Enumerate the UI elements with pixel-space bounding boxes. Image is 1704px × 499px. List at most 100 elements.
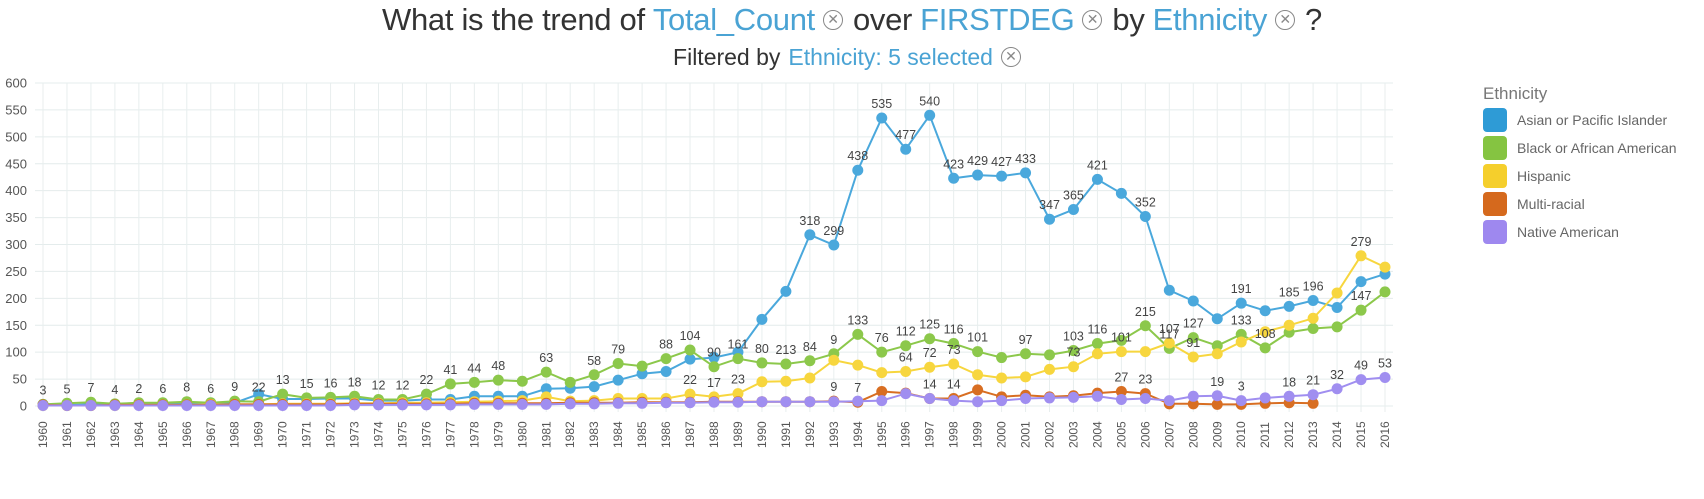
data-label-black-or-african-american: 22: [252, 381, 266, 395]
x-tick-label: 1975: [395, 421, 409, 448]
remove-measure-icon[interactable]: ✕: [822, 9, 843, 30]
group-chip[interactable]: Ethnicity: [1152, 2, 1268, 37]
x-tick-label: 1987: [683, 421, 697, 448]
data-label-hispanic: 91: [1186, 336, 1200, 350]
data-point-asian-or-pacific-islander: [900, 143, 912, 155]
data-point-hispanic: [852, 359, 864, 371]
data-point-native-american: [1020, 392, 1032, 404]
remove-dimension-icon[interactable]: ✕: [1082, 9, 1103, 30]
data-label-black-or-african-american: 116: [1087, 323, 1107, 337]
data-label-multi-racial: 7: [854, 381, 861, 395]
x-tick-label: 1963: [108, 421, 122, 448]
data-point-native-american: [1044, 392, 1055, 404]
data-point-hispanic: [1163, 337, 1175, 349]
data-label-black-or-african-american: 80: [755, 342, 769, 356]
data-point-native-american: [660, 397, 672, 409]
chart-grid: [35, 82, 1393, 412]
x-tick-label: 1995: [875, 421, 889, 448]
data-point-asian-or-pacific-islander: [972, 169, 984, 181]
data-point-native-american: [516, 398, 528, 410]
data-point-hispanic: [948, 358, 960, 370]
data-point-black-or-african-american: [444, 378, 456, 390]
legend-item[interactable]: Asian or Pacific Islander: [1483, 106, 1703, 134]
data-point-asian-or-pacific-islander: [1067, 204, 1079, 216]
x-tick-label: 1973: [348, 421, 362, 448]
data-point-asian-or-pacific-islander: [1163, 284, 1175, 296]
data-point-asian-or-pacific-islander: [612, 374, 624, 386]
data-point-hispanic: [1307, 312, 1319, 324]
data-point-black-or-african-american: [588, 369, 600, 381]
data-point-native-american: [1259, 392, 1271, 404]
data-point-native-american: [301, 399, 313, 411]
legend-item[interactable]: Native American: [1483, 218, 1703, 246]
data-point-native-american: [1355, 374, 1367, 386]
legend-item[interactable]: Multi-racial: [1483, 190, 1703, 218]
data-point-black-or-african-american: [1211, 340, 1223, 352]
data-point-hispanic: [924, 361, 936, 373]
data-point-native-american: [612, 397, 624, 409]
data-point-black-or-african-american: [420, 388, 432, 400]
data-point-hispanic: [732, 388, 744, 400]
data-label-asian-or-pacific-islander: 535: [871, 97, 892, 111]
legend-item[interactable]: Black or African American: [1483, 134, 1703, 162]
data-point-native-american: [85, 399, 97, 411]
data-label-hispanic: 73: [947, 343, 961, 357]
x-tick-label: 1992: [803, 421, 817, 448]
data-label-asian-or-pacific-islander: 438: [847, 149, 868, 163]
legend-label: Asian or Pacific Islander: [1517, 112, 1668, 128]
remove-filter-icon[interactable]: ✕: [1000, 46, 1021, 67]
data-label-black-or-african-american: 147: [1351, 289, 1372, 303]
data-label-hispanic: 72: [923, 346, 937, 360]
data-point-native-american: [876, 395, 888, 407]
legend-item[interactable]: Hispanic: [1483, 162, 1703, 190]
data-point-asian-or-pacific-islander: [948, 172, 960, 184]
data-label-black-or-african-american: 104: [680, 329, 701, 343]
data-label-asian-or-pacific-islander: 318: [799, 214, 820, 228]
data-point-native-american: [708, 396, 720, 408]
x-tick-label: 2003: [1066, 421, 1080, 448]
data-point-black-or-african-american: [852, 328, 864, 340]
x-tick-label: 2006: [1138, 421, 1152, 448]
legend-swatch: [1483, 192, 1507, 216]
data-point-black-or-african-american: [1067, 345, 1079, 357]
x-tick-label: 1962: [84, 421, 98, 448]
data-label-black-or-african-american: 15: [300, 377, 314, 391]
data-point-hispanic: [972, 369, 984, 381]
legend-swatch: [1483, 136, 1507, 160]
x-tick-label: 1983: [587, 421, 601, 448]
y-tick-label: 50: [13, 372, 27, 387]
data-point-multi-racial: [1187, 398, 1199, 410]
remove-group-icon[interactable]: ✕: [1275, 9, 1296, 30]
data-point-asian-or-pacific-islander: [756, 313, 768, 325]
data-point-black-or-african-american: [1331, 321, 1343, 333]
x-tick-label: 2009: [1210, 421, 1224, 448]
data-label-hispanic: 23: [731, 373, 745, 387]
data-point-native-american: [1379, 371, 1391, 383]
data-label-hispanic: 107: [1159, 322, 1180, 336]
data-point-native-american: [1307, 389, 1319, 401]
data-point-hispanic: [1187, 351, 1199, 363]
data-point-black-or-african-american: [492, 374, 504, 386]
data-point-native-american: [996, 395, 1008, 407]
data-point-asian-or-pacific-islander: [1020, 167, 1032, 179]
data-point-native-american: [205, 399, 217, 411]
measure-chip[interactable]: Total_Count: [652, 2, 815, 37]
legend-swatch: [1483, 108, 1507, 132]
title-by: by: [1112, 2, 1145, 37]
data-label-black-or-african-american: 18: [348, 375, 362, 389]
x-tick-label: 1969: [252, 421, 266, 448]
filter-chip[interactable]: Ethnicity: 5 selected: [788, 44, 993, 70]
series-layer: [37, 109, 1391, 411]
legend-label: Black or African American: [1517, 140, 1677, 156]
data-label-asian-or-pacific-islander: 477: [895, 128, 916, 142]
data-point-hispanic: [1235, 336, 1247, 348]
x-tick-label: 1977: [443, 421, 457, 448]
x-tick-label: 1965: [156, 421, 170, 448]
data-point-asian-or-pacific-islander: [780, 285, 792, 297]
x-tick-label: 2015: [1354, 421, 1368, 448]
data-point-black-or-african-american: [1259, 342, 1271, 354]
data-point-native-american: [396, 399, 408, 411]
y-tick-label: 400: [5, 183, 27, 198]
dimension-chip[interactable]: FIRSTDEG: [920, 2, 1075, 37]
data-label-black-or-african-american: 127: [1183, 317, 1204, 331]
